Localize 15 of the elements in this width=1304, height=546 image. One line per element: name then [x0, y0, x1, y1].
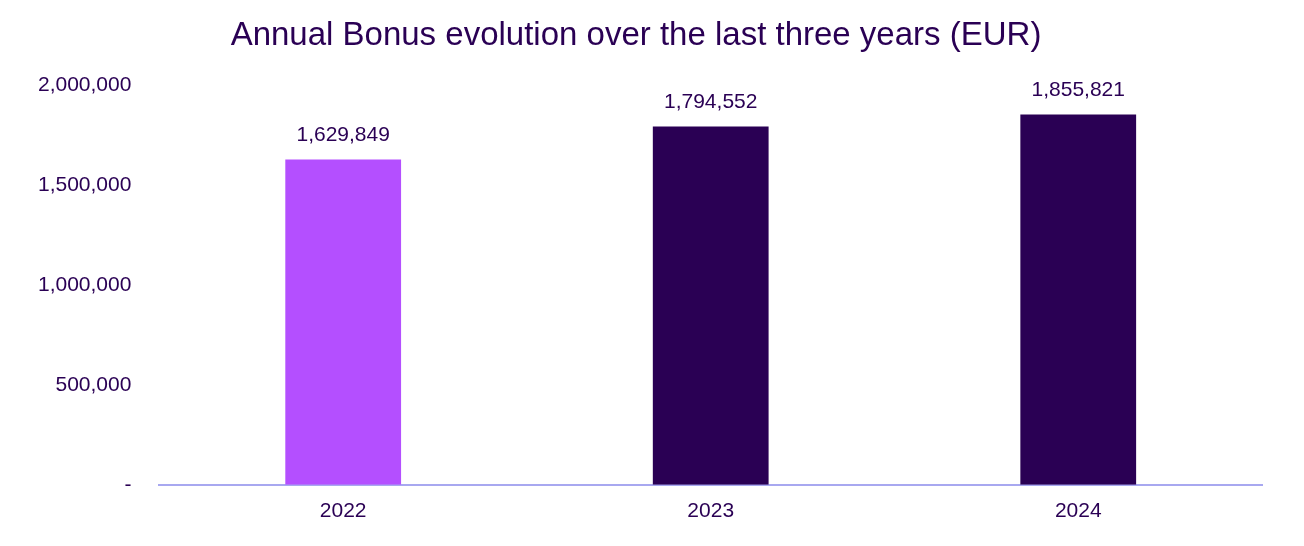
y-tick-label: - [124, 471, 132, 495]
x-tick-label: 2023 [687, 498, 735, 522]
y-tick-label: 2,000,000 [37, 72, 132, 96]
y-tick-label: 1,000,000 [37, 272, 132, 295]
x-tick-label: 2024 [1054, 498, 1102, 522]
y-tick-label: 500,000 [55, 371, 132, 395]
y-tick-label: 1,500,000 [37, 172, 132, 196]
bar [285, 159, 402, 485]
data-label: 1,629,849 [296, 121, 390, 145]
x-tick-label: 2022 [319, 498, 367, 522]
bar [652, 126, 769, 485]
data-label: 1,855,821 [1031, 76, 1125, 100]
bar [1020, 114, 1137, 485]
chart-title: Annual Bonus evolution over the last three years (EUR) [230, 14, 1042, 52]
data-label: 1,794,552 [663, 88, 758, 112]
